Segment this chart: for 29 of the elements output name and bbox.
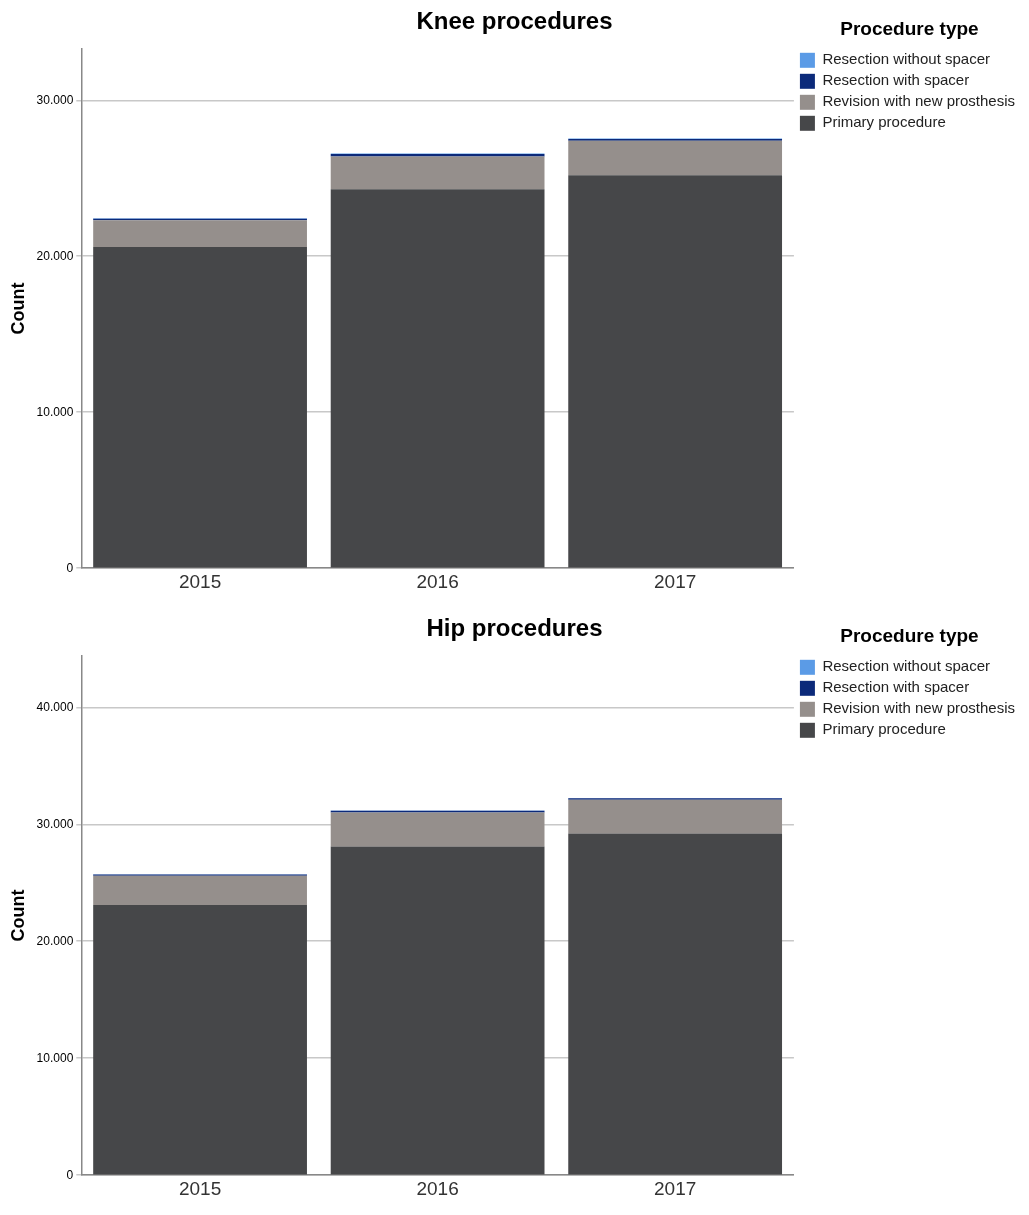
y-tick-label: 30.000	[36, 92, 74, 107]
legend-title: Procedure type	[840, 624, 979, 646]
y-tick-label: 10.000	[36, 1050, 74, 1065]
x-tick-label: 2017	[654, 1177, 697, 1199]
y-tick-label: 40.000	[36, 699, 74, 714]
legend-label: Primary procedure	[822, 113, 946, 131]
x-tick-label: 2017	[654, 570, 697, 592]
legend-label: Revision with new prosthesis	[822, 699, 1016, 717]
y-tick-label: 20.000	[36, 248, 74, 263]
y-tick-label: 10.000	[36, 404, 74, 419]
x-tick-label: 2016	[416, 570, 459, 592]
legend-label: Resection without spacer	[822, 50, 991, 68]
legend-label: Resection with spacer	[822, 71, 970, 89]
legend-label: Primary procedure	[822, 720, 946, 738]
y-tick-label: 20.000	[36, 933, 74, 948]
y-tick-label: 0	[66, 1167, 74, 1182]
y-tick-label: 30.000	[36, 816, 74, 831]
y-axis-title: Count	[7, 889, 28, 942]
y-axis-title: Count	[7, 282, 28, 335]
chart-title: Knee procedures	[416, 7, 613, 35]
legend-label: Resection with spacer	[822, 678, 970, 696]
x-tick-label: 2015	[178, 1177, 222, 1199]
x-tick-label: 2016	[416, 1177, 459, 1199]
legend-label: Resection without spacer	[822, 657, 991, 675]
chart-title: Hip procedures	[426, 614, 603, 642]
legend-label: Revision with new prosthesis	[822, 92, 1016, 110]
x-tick-label: 2015	[178, 570, 222, 592]
legend-title: Procedure type	[840, 17, 979, 39]
y-tick-label: 0	[66, 560, 74, 575]
